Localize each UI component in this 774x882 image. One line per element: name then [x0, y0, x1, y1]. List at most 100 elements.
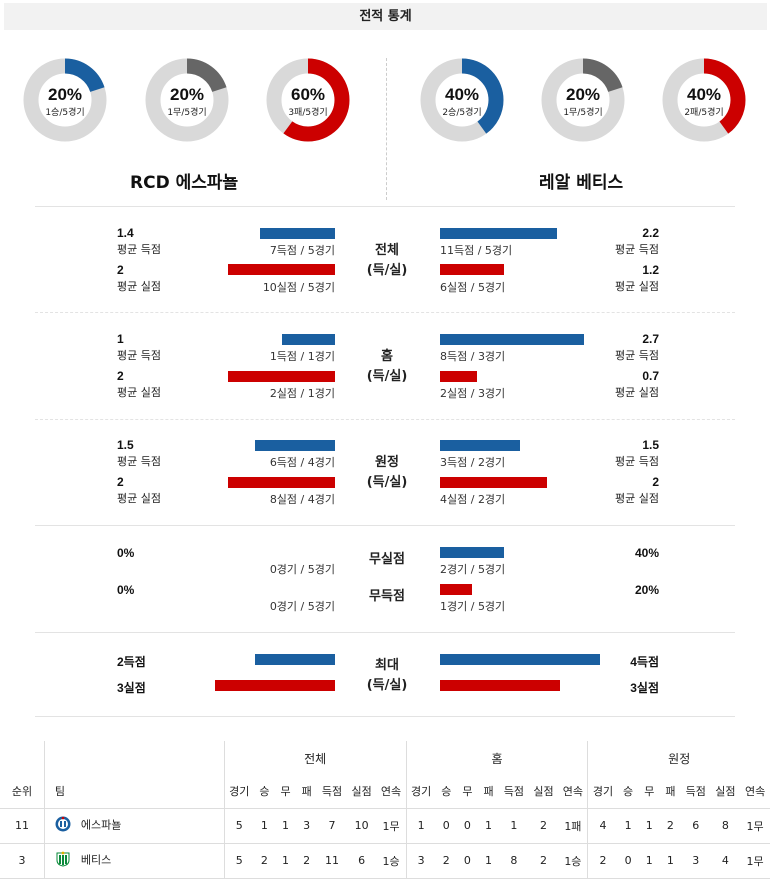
stat-cell: 0 — [456, 843, 478, 879]
home-conceded-bar — [228, 477, 335, 488]
home-avg-conceded: 2 — [117, 369, 124, 383]
rank-cell: 3 — [0, 843, 45, 879]
avg-conceded-label: 평균 실점 — [117, 386, 161, 399]
donut-arc — [266, 58, 350, 142]
stat-cell: 3 — [680, 843, 711, 879]
home-max-scored: 2득점 — [117, 655, 146, 669]
team-name: 베티스 — [80, 853, 112, 867]
away-clean-sheet-bar — [440, 547, 504, 558]
col-header: 연속 — [558, 775, 588, 809]
col-header: 실점 — [528, 775, 559, 809]
away-failed-to-score-bar — [440, 584, 472, 595]
col-team: 팀 — [43, 775, 225, 809]
donut-arc — [23, 58, 107, 142]
home-avg-conceded: 2 — [117, 475, 124, 489]
stat-cell: 1승 — [376, 843, 407, 879]
col-header: 승 — [253, 775, 275, 809]
team-cell[interactable]: 에스파뇰 — [43, 808, 225, 844]
away-avg-scored: 2.7 — [642, 332, 659, 346]
donut-record: 1무/5경기 — [563, 108, 603, 118]
table-header-row: 순위 팀 경기 승 무 패 득점 실점 연속 경기 승 무 패 득점 실점 연속… — [0, 775, 770, 809]
home-avg-scored: 1.4 — [117, 226, 134, 240]
col-header: 패 — [659, 775, 681, 809]
away-conceded-detail: 4실점 / 2경기 — [440, 493, 506, 506]
donut-percent: 20% — [47, 85, 83, 104]
away-max-conceded-bar — [440, 680, 560, 691]
col-header: 실점 — [346, 775, 377, 809]
col-header: 득점 — [317, 775, 347, 809]
stat-cell: 6 — [346, 843, 377, 879]
away-avg-scored: 2.2 — [642, 226, 659, 240]
col-header: 무 — [274, 775, 297, 809]
stat-cell: 7 — [317, 808, 347, 844]
away-conceded-detail: 2실점 / 3경기 — [440, 387, 506, 400]
avg-scored-label: 평균 득점 — [615, 243, 659, 256]
group-total: 전체 — [223, 741, 407, 775]
stat-cell: 2 — [587, 843, 618, 879]
stat-cell: 6 — [680, 808, 711, 844]
category-label: 홈 (득/실) — [350, 347, 424, 387]
betis-crest-icon — [55, 851, 71, 870]
category-sub: (득/실) — [366, 475, 408, 490]
home-scored-bar — [282, 334, 335, 345]
donut-percent: 40% — [686, 85, 722, 104]
category-label: 최대 (득/실) — [350, 656, 424, 696]
stat-cell: 0 — [456, 808, 478, 844]
category-sub: (득/실) — [366, 369, 408, 384]
col-header: 승 — [435, 775, 457, 809]
divider — [35, 716, 735, 717]
away-avg-conceded: 2 — [652, 475, 659, 489]
col-header: 무 — [638, 775, 660, 809]
away-scored-detail: 8득점 / 3경기 — [440, 350, 506, 363]
divider — [35, 419, 735, 420]
failed-to-score-label: 무득점 — [369, 589, 405, 604]
home-clean-sheet-pct: 0% — [117, 546, 135, 560]
stat-cell: 1 — [617, 808, 639, 844]
stat-cell: 8 — [499, 843, 529, 879]
away-scored-bar — [440, 228, 557, 239]
rank-cell: 11 — [0, 808, 45, 844]
donut-chart — [662, 58, 746, 142]
home-team-name: RCD 에스파뇰 — [130, 173, 239, 193]
home-conceded-bar — [228, 371, 335, 382]
avg-conceded-label: 평균 실점 — [615, 280, 659, 293]
avg-scored-label: 평균 득점 — [615, 349, 659, 362]
col-header: 경기 — [587, 775, 618, 809]
home-conceded-detail: 8실점 / 4경기 — [269, 493, 335, 506]
col-header: 무 — [456, 775, 478, 809]
away-scored-detail: 11득점 / 5경기 — [440, 244, 513, 257]
stat-cell: 11 — [317, 843, 347, 879]
donut-chart — [541, 58, 625, 142]
home-scored-detail: 6득점 / 4경기 — [269, 456, 335, 469]
donut-arc — [145, 58, 229, 142]
stat-cell: 0 — [435, 808, 457, 844]
team-cell[interactable]: 베티스 — [43, 843, 225, 879]
stat-cell: 1무 — [740, 843, 770, 879]
home-scored-bar — [260, 228, 335, 239]
stat-cell: 1무 — [376, 808, 407, 844]
category-label: 원정 (득/실) — [350, 453, 424, 493]
category-sub: (득/실) — [366, 263, 408, 278]
stat-cell: 8 — [710, 808, 741, 844]
away-loss-donut: 40% 2패/5경기 — [662, 58, 746, 142]
group-home: 홈 — [405, 741, 588, 775]
category-name: 전체 — [375, 243, 399, 258]
group-away: 원정 — [587, 741, 770, 775]
stat-cell: 0 — [617, 843, 639, 879]
away-clean-sheet-pct: 40% — [634, 546, 659, 560]
table-row: 11 에스파뇰 5 1 1 3 7 10 1무 1 0 0 1 1 2 1패 4 — [0, 808, 770, 844]
home-scored-detail: 1득점 / 1경기 — [269, 350, 335, 363]
stat-cell: 4 — [587, 808, 618, 844]
stat-cell: 1 — [638, 808, 660, 844]
donut-percent: 40% — [444, 85, 480, 104]
home-max-conceded: 3실점 — [117, 681, 146, 695]
clean-sheet-label: 무실점 — [369, 552, 405, 567]
espanyol-crest-icon — [55, 816, 71, 835]
donut-chart — [145, 58, 229, 142]
stat-cell: 2 — [528, 843, 559, 879]
donut-record: 3패/5경기 — [288, 108, 328, 118]
page-title: 전적 통계 — [4, 3, 767, 30]
away-avg-conceded: 1.2 — [642, 263, 659, 277]
divider — [35, 206, 735, 207]
away-conceded-detail: 6실점 / 5경기 — [440, 281, 506, 294]
